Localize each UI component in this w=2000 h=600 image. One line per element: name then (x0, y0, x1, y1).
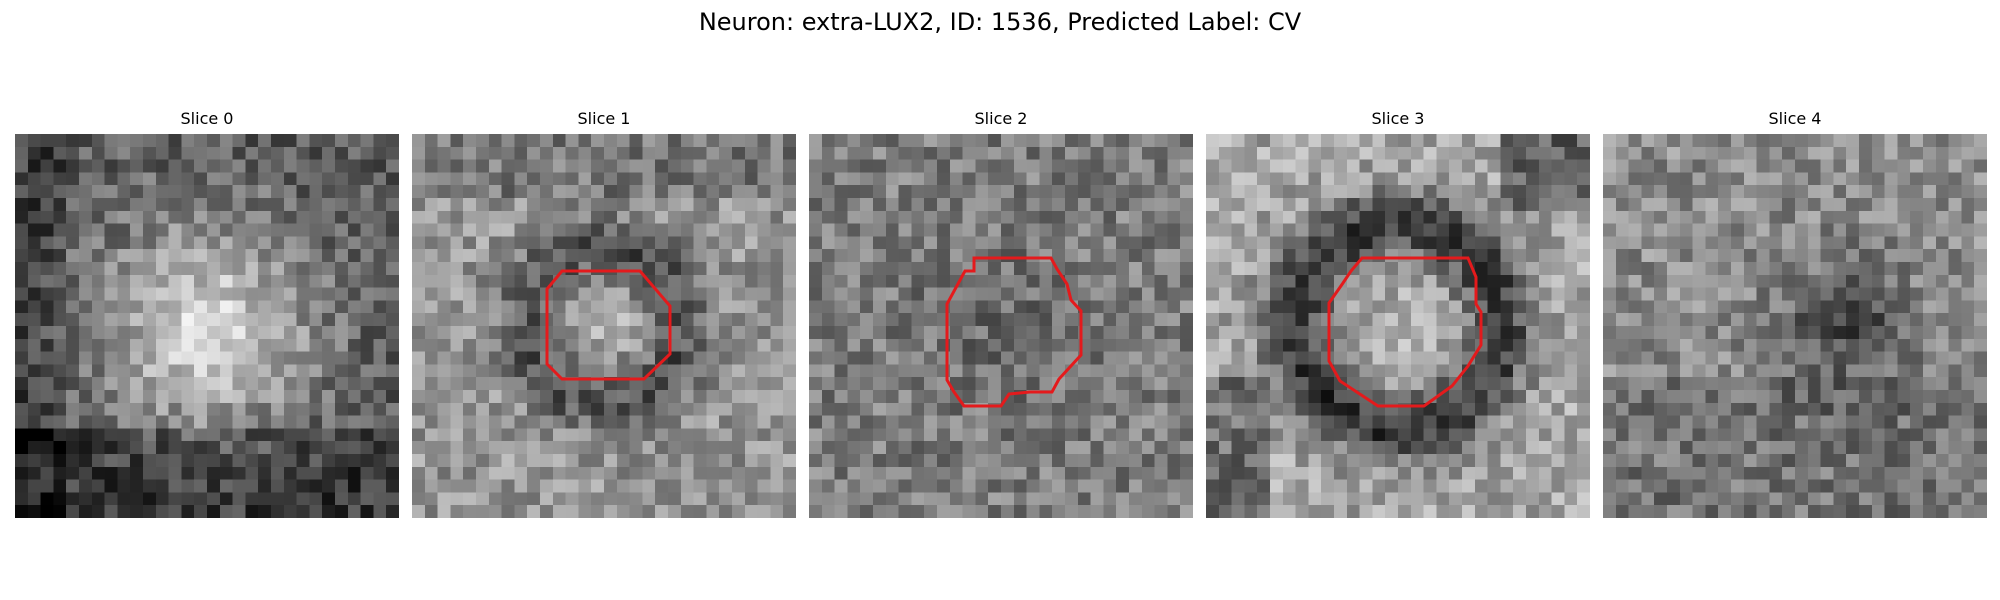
slice-title: Slice 3 (1206, 108, 1590, 130)
slice-panel-4: Slice 4 (1603, 108, 1987, 130)
roi-contour (809, 134, 1193, 518)
slice-title: Slice 1 (412, 108, 796, 130)
slice-panel-3: Slice 3 (1206, 108, 1590, 130)
slice-title: Slice 4 (1603, 108, 1987, 130)
slice-image (15, 134, 399, 518)
slice-title: Slice 2 (809, 108, 1193, 130)
roi-contour (1206, 134, 1590, 518)
slice-image (1603, 134, 1987, 518)
slice-panel-2: Slice 2 (809, 108, 1193, 130)
roi-contour (412, 134, 796, 518)
slice-title: Slice 0 (15, 108, 399, 130)
figure-title: Neuron: extra-LUX2, ID: 1536, Predicted … (0, 6, 2000, 38)
slice-panel-0: Slice 0 (15, 108, 399, 130)
slice-panel-1: Slice 1 (412, 108, 796, 130)
